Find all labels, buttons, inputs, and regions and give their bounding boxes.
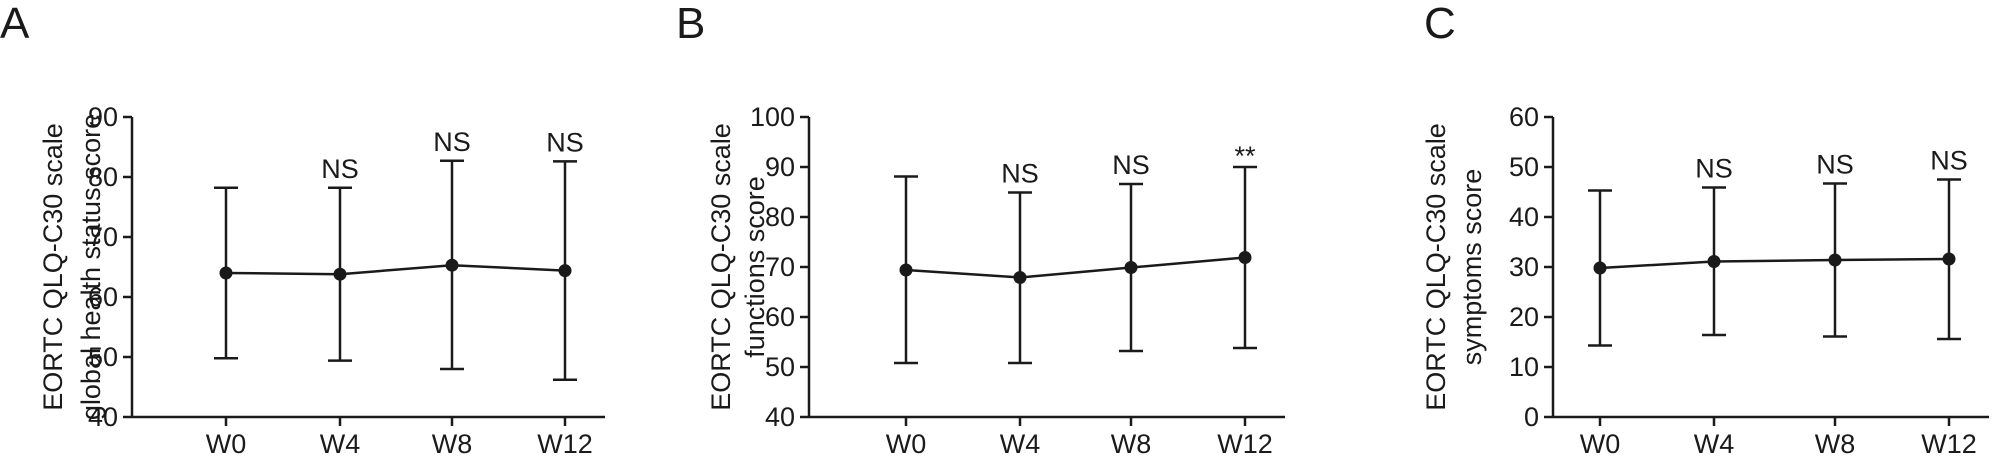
y-tick-label: 40 (1509, 202, 1539, 232)
data-point (899, 263, 913, 277)
y-tick-label: 90 (88, 102, 118, 132)
y-tick-label: 50 (1509, 152, 1539, 182)
y-tick-label: 10 (1509, 352, 1539, 382)
y-tick-label: 60 (88, 282, 118, 312)
series-line (225, 263, 566, 276)
x-tick-label: W0 (1580, 429, 1621, 456)
data-point (1942, 252, 1956, 266)
significance-label: NS (1001, 159, 1039, 189)
y-tick-label: 90 (765, 152, 795, 182)
x-tick-label: W12 (537, 429, 593, 456)
significance-label: NS (1112, 150, 1150, 180)
y-tick-label: 100 (750, 102, 795, 132)
y-tick-label: 20 (1509, 302, 1539, 332)
y-axis-label: EORTC QLQ-C30 scale (706, 123, 736, 411)
y-tick-label: 80 (88, 162, 118, 192)
y-tick-label: 80 (765, 202, 795, 232)
y-tick-label: 60 (1509, 102, 1539, 132)
significance-label: NS (1695, 154, 1733, 184)
y-tick-label: 50 (765, 352, 795, 382)
y-tick-label: 50 (88, 342, 118, 372)
y-tick-label: 60 (765, 302, 795, 332)
chart-panel-a: A EORTC QLQ-C30 scale global health status… (0, 0, 605, 456)
x-tick-label: W0 (886, 429, 927, 456)
data-point (219, 266, 233, 280)
data-point (1593, 261, 1607, 275)
panel-letter: C (1424, 0, 1456, 48)
x-tick-label: W12 (1217, 429, 1273, 456)
y-tick-label: 0 (1524, 402, 1539, 432)
series-line (905, 256, 1246, 279)
data-point (333, 267, 347, 281)
x-tick-label: W8 (432, 429, 473, 456)
x-tick-label: W12 (1921, 429, 1977, 456)
x-tick-label: W0 (206, 429, 247, 456)
significance-label: ** (1234, 141, 1256, 171)
x-tick-label: W4 (320, 429, 361, 456)
y-axis-label: symptoms score (1457, 169, 1487, 366)
x-tick-label: W8 (1111, 429, 1152, 456)
y-tick-label: 30 (1509, 252, 1539, 282)
y-tick-label: 40 (765, 402, 795, 432)
panel-letter: A (0, 0, 30, 48)
y-axis-label: EORTC QLQ-C30 scale (38, 123, 68, 411)
y-axis-label: functions score (740, 176, 770, 358)
significance-label: NS (1930, 146, 1968, 176)
significance-label: NS (1816, 150, 1854, 180)
panel-letter: B (676, 0, 705, 48)
x-tick-label: W4 (1000, 429, 1041, 456)
x-tick-label: W4 (1694, 429, 1735, 456)
significance-label: NS (433, 127, 471, 157)
chart-panel-c: C EORTC QLQ-C30 scale symptoms score 0 10 20 3… (1421, 0, 1989, 456)
significance-label: NS (546, 127, 584, 157)
data-point (1828, 253, 1842, 267)
y-axis-label: global health status score (76, 114, 106, 420)
y-tick-label: 70 (88, 222, 118, 252)
x-tick-label: W8 (1815, 429, 1856, 456)
y-axis-label: EORTC QLQ-C30 scale (1421, 123, 1451, 411)
chart-panel-b: B EORTC QLQ-C30 scale functions score 40 50 6… (676, 0, 1285, 456)
data-point (1124, 261, 1138, 274)
data-point (1707, 255, 1721, 268)
data-point (558, 264, 572, 278)
data-point (1013, 271, 1027, 284)
significance-label: NS (321, 154, 359, 184)
series-line (1599, 257, 1950, 270)
data-point (445, 258, 459, 272)
data-point (1238, 251, 1252, 264)
y-tick-label: 40 (88, 402, 118, 432)
y-tick-label: 70 (765, 252, 795, 282)
